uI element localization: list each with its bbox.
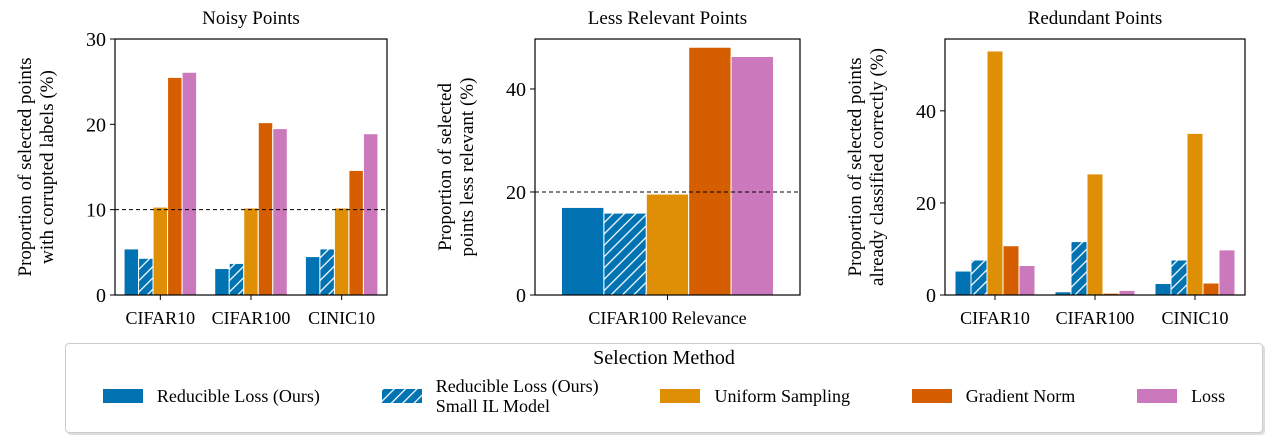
y-tick-label: 20: [506, 182, 526, 204]
y-tick-label: 0: [516, 285, 526, 307]
bar: [1154, 282, 1172, 296]
bar: [688, 46, 732, 296]
chart-title: Redundant Points: [1028, 8, 1163, 29]
legend-swatch-rect: [102, 389, 143, 403]
y-axis-label: Proportion of selected: [435, 83, 456, 251]
bar: [257, 122, 274, 296]
y-tick-label: 0: [96, 285, 106, 307]
chart-title: Less Relevant Points: [588, 8, 747, 29]
bar: [123, 248, 140, 296]
bar: [181, 71, 198, 296]
y-axis-label: Proportion of selected points: [15, 58, 36, 277]
bar: [214, 268, 230, 296]
legend-label: Loss: [1191, 386, 1226, 406]
axes-frame: [534, 38, 801, 296]
bar: [603, 212, 647, 296]
legend-item: Reducible Loss (Ours) Small IL Model: [381, 376, 599, 416]
y-tick-label: 40: [506, 79, 526, 101]
legend-swatch: [911, 389, 952, 403]
legend-item: Reducible Loss (Ours): [102, 386, 320, 406]
legend: Selection Method Reducible Loss (Ours) Re…: [65, 343, 1263, 433]
chart-title: Noisy Points: [202, 8, 300, 29]
legend-items: Reducible Loss (Ours) Reducible Loss (Our…: [66, 376, 1262, 416]
legend-label: Gradient Norm: [965, 386, 1076, 406]
bar: [272, 128, 288, 296]
bar: [333, 207, 350, 296]
bar: [228, 262, 245, 296]
y-tick-label: 20: [916, 193, 936, 215]
x-tick-label: CIFAR10: [125, 308, 195, 328]
axes-frame: [944, 38, 1246, 296]
legend-swatch-rect: [381, 389, 422, 403]
legend-swatch-rect: [911, 389, 952, 403]
bar: [986, 50, 1004, 296]
y-tick-label: 20: [86, 114, 106, 136]
bar: [362, 133, 379, 296]
bar: [970, 259, 988, 296]
bar: [1002, 245, 1020, 296]
x-tick-label: CIFAR100: [1056, 308, 1135, 328]
bar: [152, 206, 169, 296]
bar: [954, 270, 972, 296]
chart: Noisy Points Proportion of selected point…: [15, 8, 1246, 328]
x-tick-label: CINIC10: [308, 308, 375, 328]
legend-swatch-rect: [1137, 389, 1178, 403]
y-tick-label: 0: [926, 285, 936, 307]
bar: [1202, 282, 1220, 296]
y-axis-label: with corrupted labels (%): [37, 70, 58, 264]
x-tick-label: CIFAR100 Relevance: [588, 308, 746, 328]
y-tick-label: 10: [86, 200, 106, 222]
y-axis-label: Proportion of selected points: [845, 58, 866, 277]
x-tick-label: CIFAR100: [212, 308, 291, 328]
bar: [1070, 241, 1088, 296]
bar: [1086, 173, 1104, 296]
legend-label: Reducible Loss (Ours): [156, 386, 320, 406]
bar: [1118, 289, 1136, 296]
bar: [1186, 132, 1204, 296]
bar: [348, 169, 364, 296]
legend-label: Uniform Sampling: [714, 386, 850, 406]
bar: [1170, 259, 1188, 296]
bar: [319, 248, 335, 296]
bar: [167, 76, 183, 296]
y-axis-label: already classified correctly (%): [867, 48, 888, 286]
bar: [243, 207, 259, 296]
y-tick-label: 30: [86, 29, 106, 51]
legend-swatch: [102, 389, 143, 403]
axes-frame: [114, 38, 388, 296]
legend-swatch: [660, 389, 701, 403]
legend-item: Gradient Norm: [911, 386, 1076, 406]
legend-swatch: [1137, 389, 1178, 403]
bar: [304, 256, 321, 296]
bar: [561, 206, 605, 296]
legend-item: Uniform Sampling: [660, 386, 850, 406]
legend-label: Reducible Loss (Ours) Small IL Model: [435, 376, 599, 416]
legend-item: Loss: [1137, 386, 1225, 406]
x-tick-label: CIFAR10: [960, 308, 1030, 328]
bar: [1018, 265, 1036, 296]
legend-swatch: [381, 389, 422, 403]
x-tick-label: CINIC10: [1162, 308, 1229, 328]
legend-title: Selection Method: [593, 347, 735, 369]
bar: [138, 257, 154, 296]
y-axis-label: points less relevant (%): [457, 78, 478, 257]
bar: [730, 56, 774, 296]
y-tick-label: 40: [916, 101, 936, 123]
bar: [1218, 249, 1236, 296]
legend-swatch-rect: [660, 389, 701, 403]
bar: [645, 193, 690, 296]
